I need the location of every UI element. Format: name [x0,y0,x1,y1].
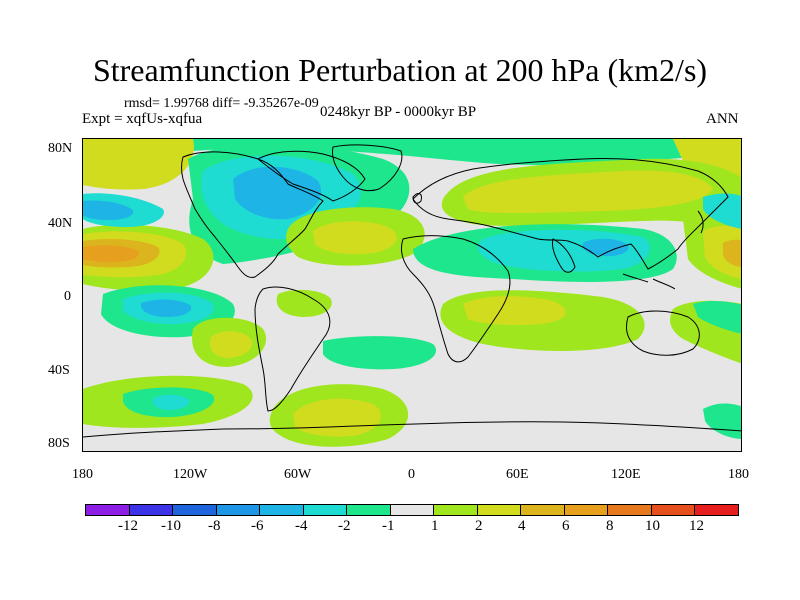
colorbar-swatch [216,505,261,515]
contour-area [693,301,741,334]
coastline [412,193,422,204]
contour-area [152,394,190,410]
lon-label: 60W [284,467,312,482]
lon-label: 180 [72,467,93,482]
colorbar-label: -1 [382,518,395,534]
period-label: 0248kyr BP - 0000kyr BP [320,104,477,120]
colorbar-label: 6 [562,518,570,534]
coastline [83,421,741,438]
map-svg [83,139,741,447]
coastline [622,273,676,290]
colorbar-swatch [390,505,435,515]
coastline [257,150,366,202]
contour-area [703,225,741,279]
colorbar-swatch [434,505,478,515]
colorbar-swatch [521,505,565,515]
coastline [697,210,704,234]
colorbar-label: 1 [431,518,439,534]
colorbar-label: -2 [338,518,351,534]
contour-area [141,299,192,317]
map-panel [82,138,742,452]
stats-text: rmsd= 1.99768 diff= -9.35267e-09 [124,96,319,111]
lon-label: 60E [506,467,529,482]
experiment-label: Expt = xqfUs-xqfua [82,111,203,127]
contour-area [83,139,194,190]
contour-area [463,296,566,326]
coastline [412,158,729,270]
lon-label: 120W [173,467,208,482]
contour-area [233,166,322,220]
contour-area [209,331,252,358]
contour-area [703,193,741,229]
contour-area [313,221,397,255]
coastline [332,144,403,192]
colorbar-swatch [86,505,130,515]
colorbar-swatch [173,505,217,515]
colorbar-swatch [695,505,738,515]
colorbar-swatch [303,505,348,515]
lat-label: 40S [48,363,70,378]
colorbar-label: 8 [606,518,614,534]
coastline [254,286,331,412]
colorbar-label: 12 [689,518,704,534]
colorbar-label: 4 [518,518,526,534]
lon-label: 180 [728,467,749,482]
page-title: Streamfunction Perturbation at 200 hPa (… [92,52,708,88]
colorbar-label: -8 [208,518,221,534]
colorbar-label: 10 [645,518,660,534]
colorbar-swatch [129,505,174,515]
coastline [400,235,511,363]
colorbar-swatch [260,505,304,515]
lat-label: 80N [48,141,73,156]
colorbar-swatch [651,505,696,515]
coastline-layer [83,144,741,438]
contour-area [723,239,741,267]
colorbar [85,504,739,516]
colorbar-label: -10 [161,518,181,534]
lon-label: 120E [611,467,641,482]
colorbar-swatch [477,505,522,515]
lat-label: 80S [48,436,70,451]
contour-area [463,170,713,213]
lat-label: 40N [48,216,73,231]
contour-area [83,200,134,220]
contour-area [323,336,437,370]
colorbar-label: -12 [118,518,138,534]
contour-area [276,289,332,317]
season-label: ANN [706,111,739,127]
contour-area [582,238,629,257]
coastline [552,238,576,273]
colorbar-swatch [347,505,391,515]
colorbar-label: -4 [295,518,308,534]
coastline [626,310,700,356]
colorbar-label: -6 [251,518,264,534]
lat-label: 0 [64,289,71,304]
contour-area [703,403,741,439]
map-field-layer [83,139,741,447]
colorbar-swatch [608,505,652,515]
lon-label: 0 [408,467,415,482]
colorbar-swatch [564,505,609,515]
contour-area [83,245,139,263]
colorbar-label: 2 [475,518,483,534]
